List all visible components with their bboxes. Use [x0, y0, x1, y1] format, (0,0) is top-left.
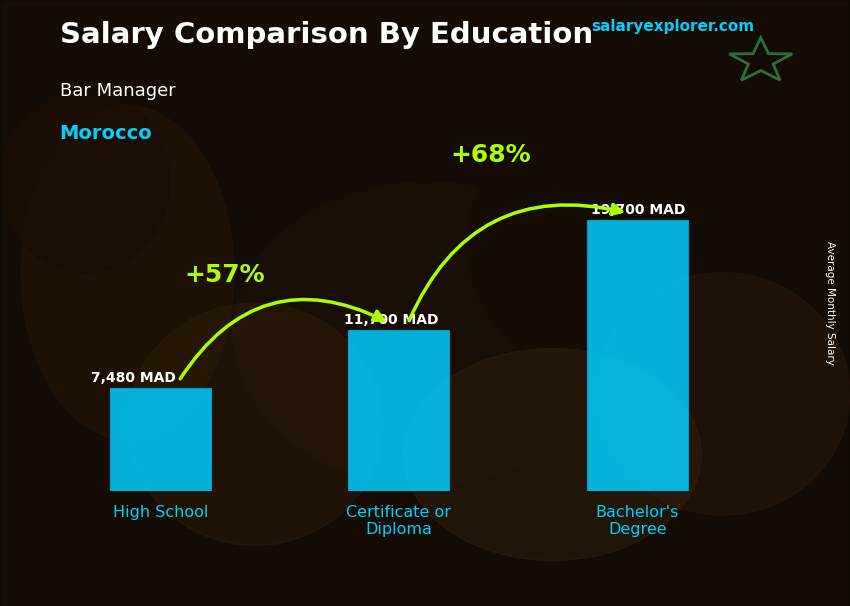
Ellipse shape — [468, 91, 808, 394]
Text: salaryexplorer.com: salaryexplorer.com — [591, 19, 754, 35]
Text: Bar Manager: Bar Manager — [60, 82, 175, 100]
FancyBboxPatch shape — [586, 220, 688, 491]
FancyBboxPatch shape — [110, 388, 211, 491]
Text: 19,700 MAD: 19,700 MAD — [592, 204, 686, 218]
Text: +68%: +68% — [450, 143, 531, 167]
Text: 11,700 MAD: 11,700 MAD — [343, 313, 439, 327]
Text: Morocco: Morocco — [60, 124, 152, 143]
Ellipse shape — [234, 182, 616, 485]
Text: +57%: +57% — [184, 263, 265, 287]
Ellipse shape — [404, 348, 701, 561]
Text: 7,480 MAD: 7,480 MAD — [91, 371, 176, 385]
Ellipse shape — [595, 273, 850, 515]
Ellipse shape — [0, 91, 170, 273]
Ellipse shape — [128, 303, 382, 545]
Text: Average Monthly Salary: Average Monthly Salary — [824, 241, 835, 365]
Text: Salary Comparison By Education: Salary Comparison By Education — [60, 21, 592, 49]
FancyBboxPatch shape — [348, 330, 450, 491]
Ellipse shape — [21, 106, 234, 439]
